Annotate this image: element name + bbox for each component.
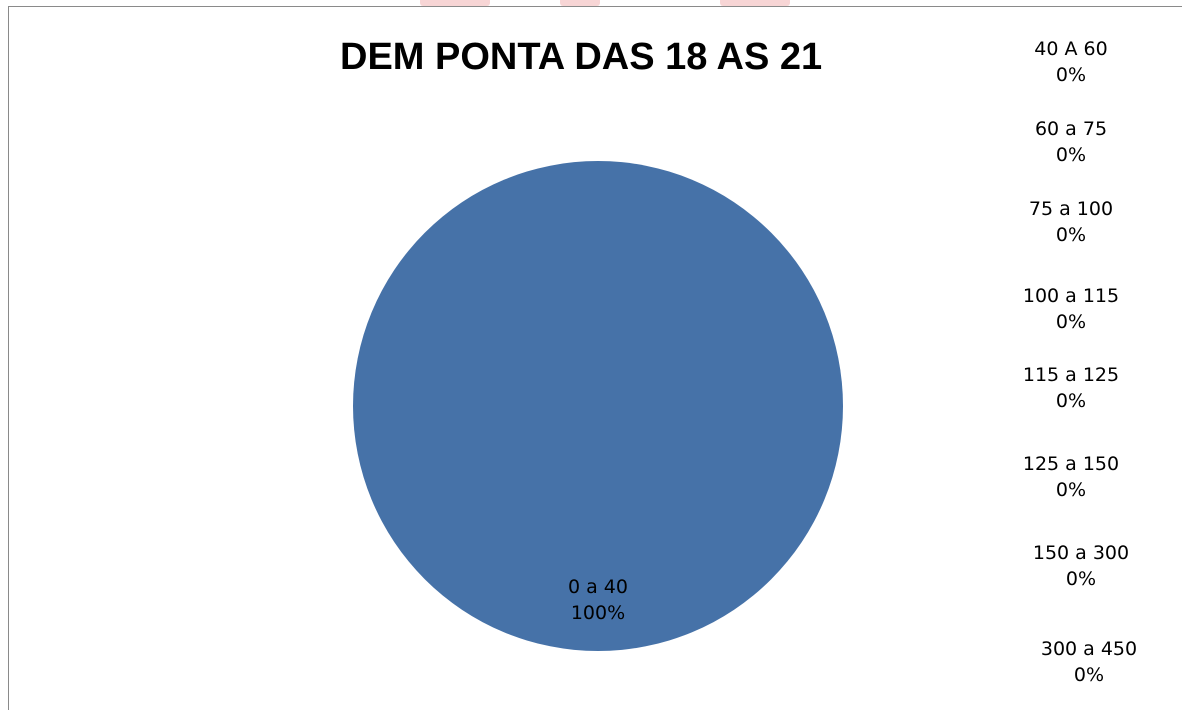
data-label-category: 40 A 60 [1034, 38, 1108, 60]
data-label-category: 60 a 75 [1034, 118, 1108, 140]
data-label-percent: 0% [1055, 64, 1087, 86]
data-label-percent: 0% [1055, 479, 1087, 501]
data-label-1: 40 A 60 0% [1001, 36, 1141, 88]
data-label-0: 0 a 40 100% [528, 574, 668, 626]
data-label-category: 300 a 450 [1040, 638, 1138, 660]
data-label-category: 0 a 40 [568, 576, 628, 598]
data-label-percent: 100% [570, 602, 626, 624]
watermark-fragment [560, 0, 600, 6]
data-label-percent: 0% [1065, 568, 1097, 590]
data-label-7: 150 a 300 0% [1011, 540, 1151, 592]
data-label-2: 60 a 75 0% [1001, 116, 1141, 168]
data-label-5: 115 a 125 0% [1001, 362, 1141, 414]
watermark-fragment [420, 0, 490, 6]
data-label-percent: 0% [1073, 664, 1105, 686]
data-label-category: 150 a 300 [1032, 542, 1130, 564]
data-label-percent: 0% [1055, 311, 1087, 333]
data-label-category: 115 a 125 [1022, 364, 1120, 386]
data-label-6: 125 a 150 0% [1001, 451, 1141, 503]
data-label-category: 100 a 115 [1022, 285, 1120, 307]
data-label-percent: 0% [1055, 144, 1087, 166]
data-label-percent: 0% [1055, 224, 1087, 246]
data-label-category: 125 a 150 [1022, 453, 1120, 475]
data-label-8: 300 a 450 0% [1019, 636, 1159, 688]
data-label-percent: 0% [1055, 390, 1087, 412]
watermark-fragment [720, 0, 790, 6]
plot-border-top [8, 6, 1182, 7]
plot-border-left [8, 6, 9, 710]
pie-slice-0 [353, 161, 843, 651]
data-label-3: 75 a 100 0% [1001, 196, 1141, 248]
data-label-4: 100 a 115 0% [1001, 283, 1141, 335]
data-label-category: 75 a 100 [1028, 198, 1114, 220]
chart-title: DEM PONTA DAS 18 AS 21 [340, 36, 823, 78]
